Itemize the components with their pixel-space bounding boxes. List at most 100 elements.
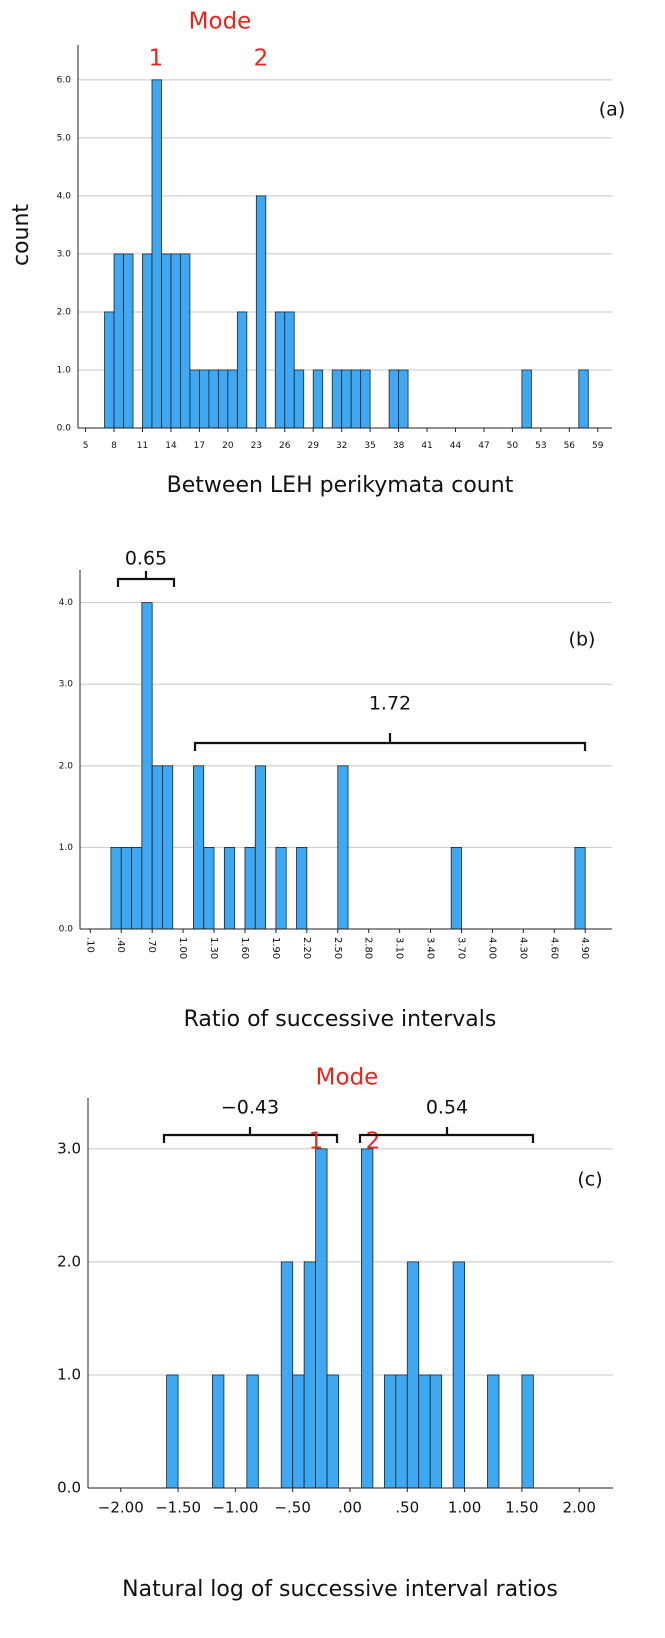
bar [217, 369, 229, 429]
x-tick-label: 3.10 [394, 937, 405, 959]
x-tick-label: 32 [336, 441, 347, 451]
x-tick-label: 4.00 [486, 937, 497, 959]
x-tick-label: 2.00 [562, 1499, 595, 1517]
y-tick-label: 3.0 [59, 680, 74, 690]
x-tick-label: 23 [251, 441, 262, 451]
bar [280, 1261, 294, 1489]
x-axis-title: Ratio of successive intervals [184, 1007, 497, 1032]
bar [199, 369, 210, 429]
x-tick-label: 4.90 [579, 937, 590, 959]
bar [255, 195, 267, 429]
x-tick-label: 2.80 [363, 937, 374, 959]
x-tick-label: .10 [84, 937, 95, 953]
y-tick-label: 0.0 [59, 925, 74, 935]
bar [166, 1374, 179, 1489]
bar [350, 369, 362, 429]
mode-number: 2 [254, 46, 269, 72]
x-tick-label: −2.00 [98, 1499, 144, 1517]
bar [360, 369, 371, 429]
bracket [116, 571, 176, 587]
x-tick-label: 2.50 [332, 937, 343, 959]
bar [284, 311, 295, 429]
x-tick-label: 47 [478, 441, 489, 451]
bar [131, 847, 143, 930]
mode-label: Mode [189, 9, 252, 35]
bracket [358, 1127, 535, 1143]
bar [193, 765, 205, 930]
x-axis-title: Between LEH perikymata count [167, 473, 514, 498]
y-tick-label: 1.0 [57, 1365, 81, 1383]
y-tick-label: 3.0 [57, 1139, 81, 1157]
y-tick-label: 3.0 [57, 249, 72, 259]
y-tick-label: 0.0 [57, 1479, 81, 1497]
bar [170, 253, 181, 429]
annotation: 0.54 [426, 1097, 468, 1119]
y-tick-label: 2.0 [57, 1252, 81, 1270]
bar [161, 253, 172, 429]
bar [450, 847, 462, 930]
x-tick-label: 1.00 [448, 1499, 481, 1517]
bar [274, 311, 286, 429]
x-tick-label: 29 [307, 441, 319, 451]
x-tick-label: 1.90 [270, 937, 281, 959]
mode-number: 1 [149, 46, 164, 72]
y-tick-label: 4.0 [57, 191, 72, 201]
x-tick-label: 8 [111, 441, 117, 451]
bar [326, 1374, 339, 1489]
bar [296, 847, 308, 930]
bar [395, 1374, 408, 1489]
x-tick-label: 38 [393, 441, 405, 451]
x-tick-label: 35 [364, 441, 375, 451]
bar [315, 1148, 328, 1489]
x-tick-label: 44 [450, 441, 462, 451]
bar [418, 1374, 431, 1489]
bar [406, 1261, 420, 1489]
y-tick-label: 4.0 [59, 598, 74, 608]
x-tick-label: −1.50 [155, 1499, 201, 1517]
bar [189, 369, 200, 429]
bar [293, 369, 305, 429]
annotation: 1.72 [369, 693, 411, 715]
bar [521, 369, 532, 429]
bar [398, 369, 409, 429]
bar [104, 311, 115, 429]
y-tick-label: 2.0 [59, 761, 74, 771]
bar [110, 847, 122, 930]
bar [180, 253, 191, 429]
mode-number: 1 [309, 1129, 324, 1155]
x-tick-label: .50 [395, 1499, 419, 1517]
x-tick-label: 56 [564, 441, 576, 451]
x-tick-label: 5 [83, 441, 89, 451]
bar [142, 253, 153, 429]
x-tick-label: 20 [222, 441, 234, 451]
bar [246, 1374, 259, 1489]
panel-label: (a) [599, 99, 625, 121]
x-tick-label: 1.00 [177, 937, 188, 959]
bar [236, 311, 248, 429]
x-tick-label: 4.30 [517, 937, 528, 959]
bar [151, 765, 163, 930]
bar [254, 765, 266, 930]
x-tick-label: 59 [592, 441, 604, 451]
x-tick-label: 3.70 [455, 937, 466, 959]
x-tick-label: .00 [338, 1499, 362, 1517]
x-tick-label: 14 [165, 441, 177, 451]
annotation: −0.43 [221, 1097, 279, 1119]
y-tick-label: 6.0 [57, 75, 72, 85]
x-tick-label: −.50 [274, 1499, 310, 1517]
bar [303, 1261, 317, 1489]
bar [123, 253, 134, 429]
annotation: 0.65 [125, 548, 167, 570]
bar [203, 847, 215, 930]
y-tick-label: 5.0 [57, 133, 72, 143]
x-tick-label: 2.20 [301, 937, 312, 959]
bar [388, 369, 399, 429]
bar [244, 847, 256, 930]
bar [208, 369, 219, 429]
bar [275, 847, 287, 930]
x-tick-label: 3.40 [425, 937, 436, 959]
mode-label: Mode [316, 1065, 379, 1091]
x-tick-label: 1.30 [208, 937, 219, 959]
panel-label: (c) [577, 1169, 602, 1191]
x-tick-label: 50 [507, 441, 519, 451]
